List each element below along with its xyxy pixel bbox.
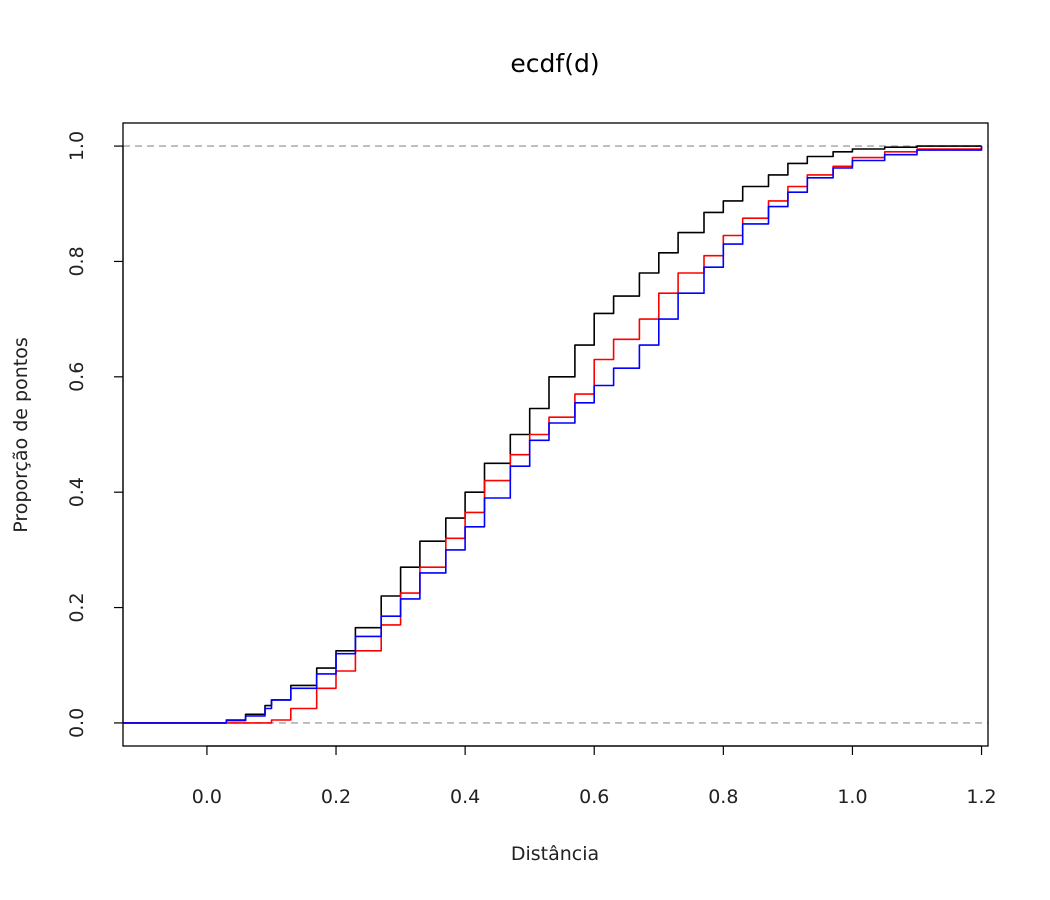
y-axis-label: Proporção de pontos bbox=[10, 337, 32, 532]
chart-title: ecdf(d) bbox=[510, 49, 599, 78]
x-axis-label: Distância bbox=[511, 843, 599, 865]
y-tick-label: 0.0 bbox=[66, 708, 88, 738]
x-axis: 0.0 0.2 0.4 0.6 0.8 1.0 1.2 bbox=[192, 745, 997, 808]
x-tick-label: 0.4 bbox=[450, 786, 480, 808]
y-tick-label: 0.4 bbox=[66, 477, 88, 507]
series-line-1 bbox=[123, 145, 982, 724]
y-tick-label: 1.0 bbox=[66, 131, 88, 161]
x-tick-label: 0.6 bbox=[579, 786, 609, 808]
series-line-3 bbox=[123, 146, 983, 724]
x-tick-label: 0.0 bbox=[192, 786, 222, 808]
x-tick-label: 0.2 bbox=[321, 786, 351, 808]
x-tick-label: 1.2 bbox=[966, 786, 996, 808]
y-axis: 0.0 0.2 0.4 0.6 0.8 1.0 bbox=[66, 131, 124, 738]
series-lines bbox=[123, 145, 983, 724]
x-tick-label: 1.0 bbox=[837, 786, 867, 808]
y-tick-label: 0.6 bbox=[66, 362, 88, 392]
y-tick-label: 0.2 bbox=[66, 592, 88, 622]
y-tick-label: 0.8 bbox=[66, 246, 88, 276]
x-tick-label: 0.8 bbox=[708, 786, 738, 808]
